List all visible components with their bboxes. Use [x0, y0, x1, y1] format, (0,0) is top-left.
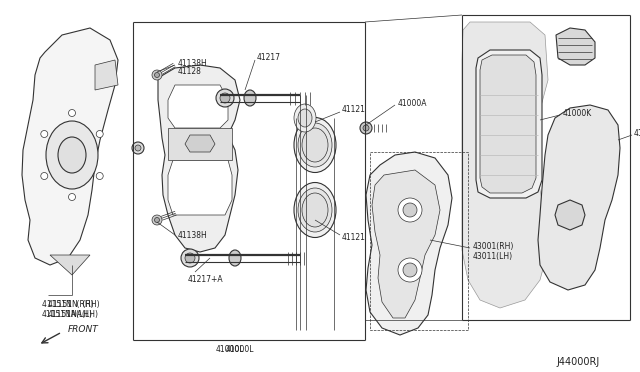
Polygon shape — [372, 170, 440, 318]
Polygon shape — [158, 65, 240, 252]
Circle shape — [363, 125, 369, 131]
Polygon shape — [50, 255, 90, 275]
Circle shape — [181, 249, 199, 267]
Circle shape — [96, 173, 103, 180]
Polygon shape — [185, 135, 215, 152]
Text: 41151N  (RH): 41151N (RH) — [42, 301, 93, 310]
Polygon shape — [538, 105, 620, 290]
Polygon shape — [366, 152, 452, 335]
Text: 43011(LH): 43011(LH) — [473, 251, 513, 260]
Text: 41000L: 41000L — [216, 346, 244, 355]
Circle shape — [152, 70, 162, 80]
Circle shape — [398, 198, 422, 222]
Circle shape — [41, 173, 48, 180]
Ellipse shape — [229, 250, 241, 266]
Text: 41121: 41121 — [342, 232, 366, 241]
Circle shape — [68, 193, 76, 201]
Circle shape — [185, 253, 195, 263]
Polygon shape — [556, 28, 595, 65]
Polygon shape — [168, 160, 232, 215]
Text: 41080K: 41080K — [634, 128, 640, 138]
Text: J44000RJ: J44000RJ — [557, 357, 600, 367]
Ellipse shape — [298, 109, 312, 127]
Ellipse shape — [46, 121, 98, 189]
Circle shape — [41, 131, 48, 138]
Ellipse shape — [298, 188, 332, 232]
Circle shape — [154, 73, 159, 77]
Ellipse shape — [302, 128, 328, 162]
Circle shape — [220, 93, 230, 103]
Ellipse shape — [294, 183, 336, 237]
Polygon shape — [555, 200, 585, 230]
Text: 41121: 41121 — [342, 106, 366, 115]
Circle shape — [132, 142, 144, 154]
Polygon shape — [462, 22, 548, 308]
Ellipse shape — [298, 123, 332, 167]
Text: 41000L: 41000L — [226, 344, 254, 353]
Circle shape — [216, 89, 234, 107]
Ellipse shape — [294, 118, 336, 173]
Text: FRONT: FRONT — [68, 324, 99, 334]
Circle shape — [152, 215, 162, 225]
Circle shape — [135, 145, 141, 151]
Polygon shape — [476, 50, 542, 198]
Text: 41128: 41128 — [178, 67, 202, 77]
Text: 43001(RH): 43001(RH) — [473, 241, 515, 250]
Ellipse shape — [302, 193, 328, 227]
Text: 41151NA(LH): 41151NA(LH) — [42, 311, 93, 320]
Circle shape — [403, 203, 417, 217]
Circle shape — [398, 258, 422, 282]
Circle shape — [68, 109, 76, 116]
Ellipse shape — [244, 90, 256, 106]
Circle shape — [403, 263, 417, 277]
Polygon shape — [168, 85, 228, 128]
Text: 41138H: 41138H — [178, 58, 208, 67]
Circle shape — [154, 218, 159, 222]
Polygon shape — [22, 28, 118, 265]
Text: 41000K: 41000K — [563, 109, 592, 118]
Text: 41000A: 41000A — [398, 99, 428, 108]
Ellipse shape — [58, 137, 86, 173]
Circle shape — [360, 122, 372, 134]
Text: 41151NA(LH): 41151NA(LH) — [48, 311, 99, 320]
Polygon shape — [168, 128, 232, 160]
Ellipse shape — [294, 104, 316, 132]
Text: 41217+A: 41217+A — [188, 276, 223, 285]
Text: 41151N  (RH): 41151N (RH) — [48, 301, 100, 310]
Circle shape — [96, 131, 103, 138]
Polygon shape — [95, 60, 118, 90]
Text: 41217: 41217 — [257, 54, 281, 62]
Text: 41138H: 41138H — [178, 231, 208, 241]
Polygon shape — [480, 55, 536, 193]
